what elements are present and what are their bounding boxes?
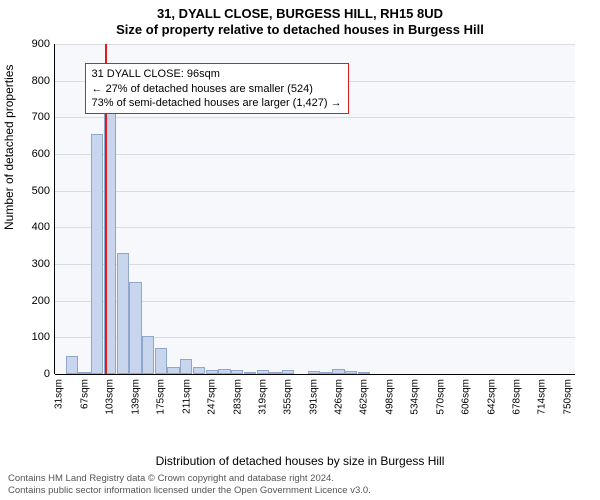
xtick-label: 319sqm [258,379,269,415]
histogram-bar [167,367,179,374]
xtick-label: 247sqm [207,379,218,415]
ytick-label: 200 [20,295,50,307]
chart-title-line1: 31, DYALL CLOSE, BURGESS HILL, RH15 8UD [0,6,600,21]
xtick-label: 103sqm [105,379,116,415]
xtick-label: 139sqm [130,379,141,415]
ytick-label: 800 [20,75,50,87]
xtick-label: 426sqm [333,379,344,415]
footer-line2: Contains public sector information licen… [8,485,371,496]
histogram-bar [193,367,205,374]
histogram-bar [180,359,192,374]
ytick-label: 400 [20,221,50,233]
grid-line [55,227,575,228]
ytick-label: 100 [20,331,50,343]
xtick-label: 283sqm [232,379,243,415]
xtick-label: 534sqm [410,379,421,415]
xtick-label: 67sqm [79,379,90,409]
chart-title-line2: Size of property relative to detached ho… [0,22,600,37]
annotation-line1: 31 DYALL CLOSE: 96sqm [92,67,342,81]
annotation-line3: 73% of semi-detached houses are larger (… [92,96,342,110]
annotation-line2: ← 27% of detached houses are smaller (52… [92,82,342,96]
x-axis-line [55,374,575,375]
xtick-label: 175sqm [156,379,167,415]
xtick-label: 606sqm [461,379,472,415]
xtick-label: 750sqm [562,379,573,415]
xtick-label: 498sqm [384,379,395,415]
xtick-label: 462sqm [359,379,370,415]
histogram-bar [117,253,129,374]
xtick-label: 570sqm [435,379,446,415]
grid-line [55,191,575,192]
grid-line [55,154,575,155]
annotation-box: 31 DYALL CLOSE: 96sqm ← 27% of detached … [85,63,349,114]
xtick-label: 31sqm [54,379,65,409]
ytick-label: 900 [20,38,50,50]
xtick-label: 678sqm [511,379,522,415]
xtick-label: 391sqm [308,379,319,415]
grid-line [55,44,575,45]
ytick-label: 0 [20,368,50,380]
ytick-label: 700 [20,111,50,123]
xtick-label: 642sqm [486,379,497,415]
histogram-bar [129,282,141,374]
footer-line1: Contains HM Land Registry data © Crown c… [8,473,371,484]
xtick-label: 714sqm [537,379,548,415]
y-axis-line [54,44,55,374]
histogram-bar [91,134,103,374]
ytick-label: 600 [20,148,50,160]
chart-container: { "chart": { "type": "histogram", "title… [0,0,600,500]
footer: Contains HM Land Registry data © Crown c… [8,473,371,496]
ytick-label: 500 [20,185,50,197]
histogram-bar [66,356,78,374]
grid-line [55,117,575,118]
xtick-label: 355sqm [283,379,294,415]
ytick-label: 300 [20,258,50,270]
histogram-bar [155,348,167,374]
xtick-label: 211sqm [181,379,192,414]
y-axis-label: Number of detached properties [2,65,16,230]
histogram-bar [142,336,154,375]
x-axis-label: Distribution of detached houses by size … [0,454,600,468]
plot-area: 31 DYALL CLOSE: 96sqm ← 27% of detached … [55,44,575,374]
grid-line [55,264,575,265]
